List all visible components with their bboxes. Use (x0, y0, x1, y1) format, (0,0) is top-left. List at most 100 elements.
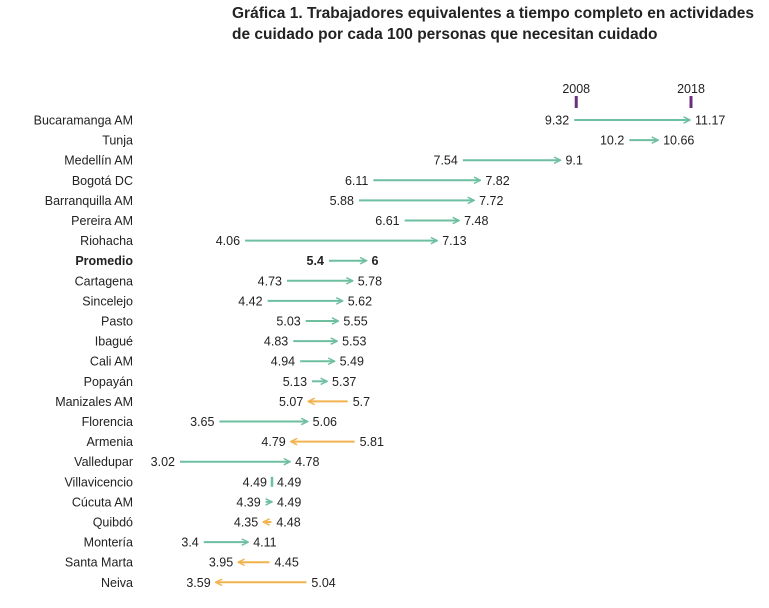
row-armenia: Armenia 4.79 5.81 (86, 435, 384, 449)
value-label-right: 4.48 (276, 516, 300, 530)
chart-title: Gráfica 1. Trabajadores equivalentes a t… (232, 5, 755, 43)
category-label: Sincelejo (82, 294, 133, 308)
value-label-right: 5.53 (342, 335, 366, 349)
row-cali-am: Cali AM 4.94 5.49 (90, 355, 364, 369)
row-cartagena: Cartagena 4.73 5.78 (75, 274, 382, 288)
row-pasto: Pasto 5.03 5.55 (101, 315, 368, 329)
value-label-right: 5.81 (360, 435, 384, 449)
category-label: Quibdó (93, 516, 133, 530)
value-label-left: 4.73 (258, 274, 282, 288)
category-label: Cali AM (90, 355, 133, 369)
row-manizales-am: Manizales AM 5.07 5.7 (55, 395, 370, 409)
category-label: Pasto (101, 315, 133, 329)
value-label-right: 5.06 (313, 415, 337, 429)
value-label-right: 5.7 (353, 395, 370, 409)
row-valledupar: Valledupar 3.02 4.78 (74, 455, 319, 469)
category-label: Barranquilla AM (45, 194, 133, 208)
value-label-right: 5.78 (358, 274, 382, 288)
value-label-right: 7.48 (464, 214, 488, 228)
value-label-left: 5.03 (276, 315, 300, 329)
value-label-right: 5.04 (311, 576, 335, 590)
category-label: Promedio (75, 254, 133, 268)
value-label-right: 5.55 (343, 315, 367, 329)
value-label-right: 4.78 (295, 455, 319, 469)
value-label-left: 7.54 (434, 154, 458, 168)
value-label-left: 4.39 (236, 495, 260, 509)
category-label: Montería (84, 536, 133, 550)
category-label: Armenia (86, 435, 133, 449)
row-barranquilla-am: Barranquilla AM 5.88 7.72 (45, 194, 504, 208)
value-label-right: 5.37 (332, 375, 356, 389)
category-label: Manizales AM (55, 395, 133, 409)
year-labels: 2008 2018 (562, 82, 705, 108)
value-label-left: 5.88 (330, 194, 354, 208)
category-label: Riohacha (80, 234, 133, 248)
value-label-left: 4.94 (271, 355, 295, 369)
value-label-right: 6 (371, 254, 378, 268)
value-label-right: 11.17 (695, 114, 725, 128)
category-label: Neiva (101, 576, 133, 590)
year-label-2018: 2018 (677, 82, 705, 96)
value-label-left: 4.83 (264, 335, 288, 349)
value-label-right: 10.66 (663, 134, 694, 148)
value-label-left: 6.11 (345, 174, 368, 188)
row-quibd-: Quibdó 4.35 4.48 (93, 516, 301, 530)
value-label-left: 4.06 (216, 234, 240, 248)
year-label-2008: 2008 (562, 82, 590, 96)
value-label-left: 3.65 (190, 415, 214, 429)
row-santa-marta: Santa Marta 3.95 4.45 (65, 556, 299, 570)
row-medell-n-am: Medellín AM 7.54 9.1 (64, 154, 583, 168)
value-label-left: 3.95 (209, 556, 233, 570)
value-label-left: 5.07 (279, 395, 303, 409)
category-label: Cúcuta AM (72, 495, 133, 509)
category-label: Villavicencio (64, 475, 133, 489)
category-label: Santa Marta (65, 556, 133, 570)
row-tunja: Tunja 10.2 10.66 (102, 134, 694, 148)
value-label-right: 4.11 (253, 536, 276, 550)
row-neiva: Neiva 3.59 5.04 (101, 576, 336, 590)
category-label: Tunja (102, 134, 133, 148)
value-label-left: 5.13 (283, 375, 307, 389)
category-label: Florencia (82, 415, 133, 429)
value-label-right: 9.1 (565, 154, 582, 168)
category-label: Valledupar (74, 455, 133, 469)
value-label-left: 10.2 (600, 134, 624, 148)
category-label: Ibagué (95, 335, 133, 349)
row-bogot-dc: Bogotá DC 6.11 7.82 (72, 174, 510, 188)
category-label: Bogotá DC (72, 174, 133, 188)
row-pereira-am: Pereira AM 6.61 7.48 (71, 214, 488, 228)
value-label-right: 4.49 (277, 495, 301, 509)
category-label: Cartagena (75, 274, 133, 288)
row-popay-n: Popayán 5.13 5.37 (84, 375, 357, 389)
value-label-left: 3.4 (181, 536, 198, 550)
value-label-left: 3.02 (151, 455, 175, 469)
row-florencia: Florencia 3.65 5.06 (82, 415, 337, 429)
row-sincelejo: Sincelejo 4.42 5.62 (82, 294, 372, 308)
value-label-right: 7.13 (442, 234, 466, 248)
row-villavicencio: Villavicencio 4.49 4.49 (64, 475, 301, 489)
value-label-left: 6.61 (375, 214, 399, 228)
chart-rows: Bucaramanga AM 9.32 11.17 Tunja 10.2 10.66 Med… (34, 114, 726, 590)
row-ibagu-: Ibagué 4.83 5.53 (95, 335, 367, 349)
value-label-left: 5.4 (307, 254, 324, 268)
value-label-right: 4.45 (274, 556, 298, 570)
value-label-left: 4.42 (238, 294, 262, 308)
category-label: Popayán (84, 375, 133, 389)
value-label-right: 5.62 (348, 294, 372, 308)
value-label-left: 4.79 (261, 435, 285, 449)
category-label: Medellín AM (64, 154, 133, 168)
value-label-left: 4.35 (234, 516, 258, 530)
value-label-left: 3.59 (186, 576, 210, 590)
row-riohacha: Riohacha 4.06 7.13 (80, 234, 466, 248)
value-label-right: 5.49 (340, 355, 364, 369)
row-bucaramanga-am: Bucaramanga AM 9.32 11.17 (34, 114, 726, 128)
row-monter-a: Montería 3.4 4.11 (84, 536, 277, 550)
value-label-right: 7.82 (485, 174, 509, 188)
row-promedio: Promedio 5.4 6 (75, 254, 378, 268)
value-label-right: 4.49 (277, 475, 301, 489)
value-label-left: 9.32 (545, 114, 569, 128)
value-label-left: 4.49 (243, 475, 267, 489)
category-label: Bucaramanga AM (34, 114, 133, 128)
row-c-cuta-am: Cúcuta AM 4.39 4.49 (72, 495, 302, 509)
